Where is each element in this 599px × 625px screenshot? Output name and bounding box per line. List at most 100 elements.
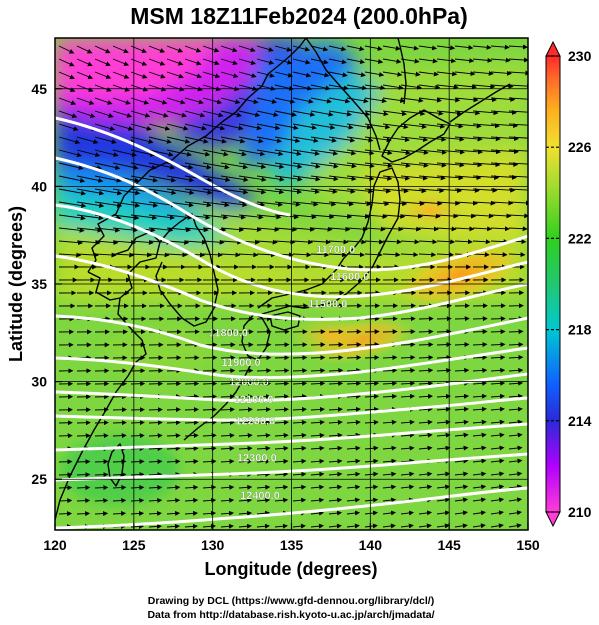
wind-vector bbox=[310, 97, 332, 104]
wind-vector bbox=[220, 239, 243, 245]
wind-vector bbox=[148, 175, 177, 183]
wind-vector bbox=[508, 162, 528, 165]
wind-vector bbox=[508, 471, 523, 477]
wind-vector bbox=[202, 136, 227, 144]
wind-vector bbox=[292, 432, 307, 438]
wind-vector bbox=[238, 45, 256, 53]
wind-vector bbox=[166, 97, 186, 105]
wind-vector bbox=[202, 97, 223, 105]
wind-vector bbox=[310, 484, 325, 490]
wind-vector bbox=[508, 380, 524, 386]
wind-vector bbox=[274, 484, 289, 490]
wind-vector bbox=[454, 200, 478, 206]
contour-label: 12100.0 bbox=[234, 394, 274, 406]
wind-vector bbox=[202, 510, 217, 516]
contour-labels: 11800.0 11900.0 12000.0 12100.0 12200.0 12300… bbox=[209, 244, 370, 502]
wind-vector bbox=[112, 58, 130, 66]
wind-vector bbox=[472, 484, 487, 490]
wind-vector bbox=[94, 136, 117, 144]
wind-vector bbox=[220, 110, 242, 118]
wind-vector bbox=[292, 162, 321, 169]
wind-vector bbox=[130, 175, 158, 183]
wind-vector bbox=[292, 381, 308, 387]
wind-vector bbox=[310, 45, 329, 52]
wind-vector bbox=[472, 329, 488, 335]
wind-vector bbox=[346, 84, 368, 91]
wind-vector bbox=[346, 162, 375, 169]
wind-vector bbox=[328, 497, 343, 503]
wind-vector bbox=[310, 123, 336, 130]
wind-vector bbox=[472, 393, 488, 399]
wind-vector bbox=[292, 58, 311, 65]
contour-label: 12000.0 bbox=[229, 377, 269, 389]
colorbar-tick-label: 222 bbox=[568, 230, 592, 246]
wind-vector bbox=[220, 201, 248, 208]
wind-vector bbox=[346, 380, 362, 386]
wind-vector bbox=[166, 84, 185, 92]
wind-vector bbox=[184, 497, 199, 503]
wind-vector bbox=[472, 57, 493, 63]
wind-vector bbox=[220, 97, 241, 105]
wind-vector bbox=[346, 432, 361, 438]
wind-vector bbox=[436, 510, 451, 516]
wind-vector bbox=[490, 367, 506, 373]
wind-vector bbox=[454, 213, 477, 219]
wind-vector bbox=[382, 110, 407, 117]
wind-vector bbox=[274, 355, 290, 361]
wind-vector bbox=[238, 484, 253, 490]
wind-vector bbox=[76, 227, 103, 233]
wind-vector bbox=[436, 97, 461, 103]
wind-vector bbox=[130, 162, 157, 170]
wind-vector bbox=[238, 188, 267, 195]
wind-vector bbox=[130, 472, 145, 478]
wind-vector bbox=[238, 214, 264, 220]
wind-vector bbox=[148, 497, 163, 503]
wind-vector bbox=[508, 136, 528, 139]
wind-vector bbox=[400, 471, 415, 477]
wind-vector bbox=[166, 188, 195, 195]
y-axis-ticks: 25 30 35 40 45 bbox=[31, 81, 62, 487]
wind-vector bbox=[454, 484, 469, 490]
wind-vector bbox=[508, 97, 528, 100]
wind-vector bbox=[220, 149, 247, 157]
wind-vector bbox=[490, 445, 505, 451]
wind-vector bbox=[256, 214, 282, 220]
wind-vector bbox=[130, 510, 145, 516]
wind-vector bbox=[454, 523, 468, 529]
wind-vector bbox=[292, 45, 311, 52]
wind-vector bbox=[418, 523, 432, 529]
wind-vector bbox=[310, 110, 334, 117]
wind-vector bbox=[130, 123, 152, 131]
wind-vector bbox=[418, 419, 433, 425]
wind-vector bbox=[490, 83, 514, 89]
wind-vector bbox=[274, 394, 290, 400]
wind-vector bbox=[76, 214, 104, 221]
wind-vector bbox=[202, 162, 230, 170]
wind-vector bbox=[130, 433, 145, 439]
wind-vector bbox=[274, 162, 303, 169]
wind-vector bbox=[148, 188, 177, 196]
wind-vector bbox=[346, 239, 367, 245]
wind-vector bbox=[508, 226, 528, 232]
wind-vector bbox=[184, 433, 199, 439]
wind-vector bbox=[436, 406, 451, 412]
wind-vector bbox=[58, 511, 73, 517]
wind-vector bbox=[364, 162, 393, 169]
wind-vector bbox=[292, 458, 307, 464]
wind-vector bbox=[400, 380, 416, 386]
wind-vector bbox=[76, 110, 96, 118]
contour-line bbox=[55, 346, 528, 380]
wind-vector bbox=[400, 162, 429, 168]
wind-vector bbox=[274, 188, 303, 195]
wind-vector bbox=[310, 510, 325, 516]
wind-vector bbox=[274, 419, 289, 425]
wind-vector bbox=[310, 381, 326, 387]
y-tick-label: 35 bbox=[31, 276, 47, 292]
wind-vector bbox=[76, 485, 91, 491]
wind-vector bbox=[184, 201, 212, 208]
wind-vector bbox=[256, 188, 285, 195]
wind-vector bbox=[166, 71, 184, 79]
wind-vector bbox=[364, 497, 379, 503]
wind-vector bbox=[292, 406, 307, 412]
wind-vector bbox=[346, 252, 365, 258]
